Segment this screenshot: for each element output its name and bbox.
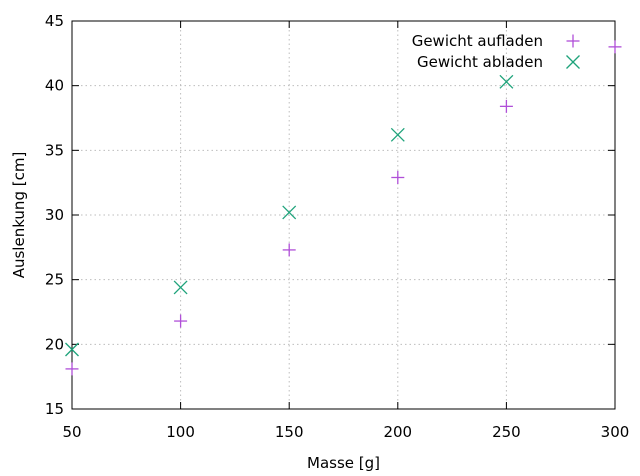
x-tick-label: 250 — [492, 423, 521, 441]
y-tick-label: 25 — [45, 271, 64, 289]
data-point-series-1 — [65, 362, 79, 376]
legend-label: Gewicht abladen — [417, 53, 543, 71]
y-tick-label: 20 — [45, 335, 64, 353]
data-point-series-2 — [65, 342, 79, 357]
grid-lines — [72, 21, 615, 409]
x-tick-label: 100 — [166, 423, 195, 441]
data-point-series-1 — [174, 314, 188, 328]
data-points — [65, 40, 622, 376]
data-point-series-2 — [173, 280, 188, 295]
x-tick-label: 200 — [383, 423, 412, 441]
data-point-series-1 — [391, 170, 405, 184]
x-tick-label: 50 — [62, 423, 81, 441]
data-point-series-1 — [499, 99, 513, 113]
y-axis-label: Auslenkung [cm] — [10, 152, 28, 279]
y-tick-label: 40 — [45, 77, 64, 95]
data-point-series-2 — [499, 74, 514, 89]
data-point-series-2 — [282, 205, 297, 220]
y-tick-label: 15 — [45, 400, 64, 418]
y-tick-label: 35 — [45, 141, 64, 159]
y-tick-label: 45 — [45, 12, 64, 30]
y-tick-label: 30 — [45, 206, 64, 224]
data-point-series-1 — [608, 40, 622, 54]
legend-marker — [566, 55, 580, 69]
legend-label: Gewicht aufladen — [412, 32, 543, 50]
data-point-series-1 — [282, 243, 296, 257]
data-point-series-2 — [390, 127, 405, 142]
axis-ticks: 50 100 150 200 250 300 15 20 25 30 35 40 45 — [45, 12, 629, 441]
x-tick-label: 300 — [601, 423, 630, 441]
legend: Gewicht aufladen Gewicht abladen — [412, 32, 580, 71]
x-tick-label: 150 — [275, 423, 304, 441]
x-axis-label: Masse [g] — [307, 454, 380, 472]
legend-marker — [566, 34, 580, 48]
